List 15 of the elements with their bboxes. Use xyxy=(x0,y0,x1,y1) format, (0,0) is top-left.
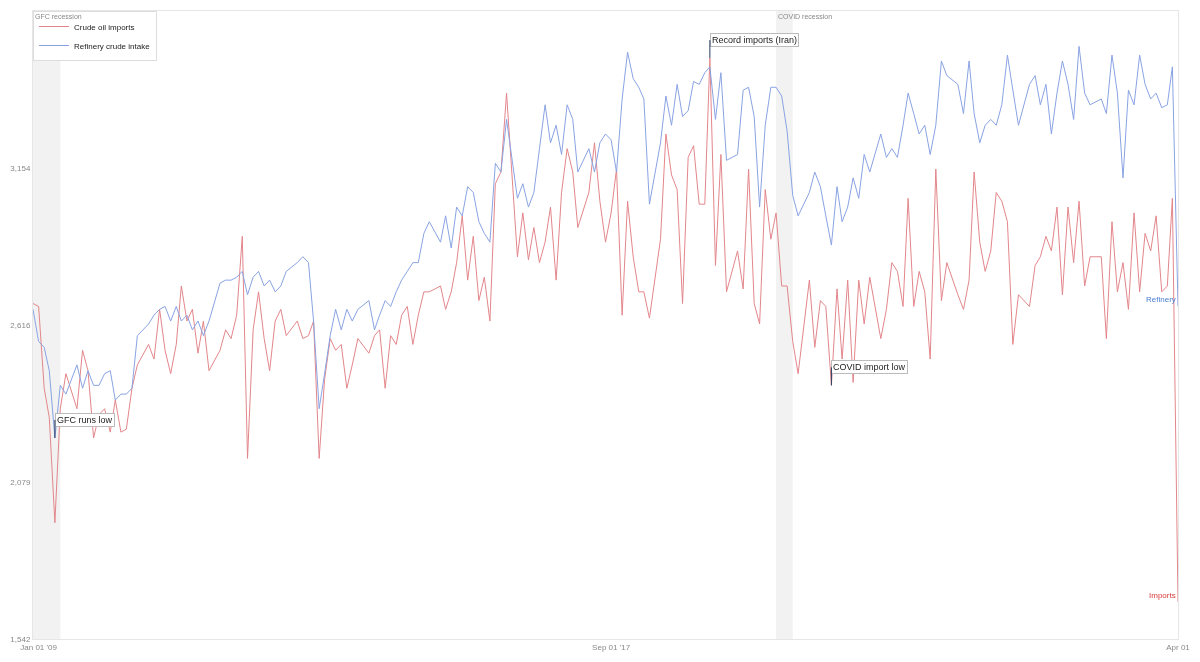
y-tick-label: 3,154 xyxy=(10,163,31,173)
line-series xyxy=(33,57,1178,603)
annotation: GFC runs low xyxy=(57,415,113,425)
annotation: Imports xyxy=(1149,591,1176,600)
x-tick-label: Jan 01 '09 xyxy=(20,642,58,652)
annotation: Refinery xyxy=(1146,295,1176,304)
y-tick-label: 1,542 xyxy=(10,634,31,644)
y-tick-label: 2,616 xyxy=(10,320,31,330)
annotation: Record imports (Iran) xyxy=(712,35,798,45)
legend-label: Refinery crude intake xyxy=(74,41,151,51)
y-tick-label: 2,079 xyxy=(10,477,31,487)
annotation: COVID import low xyxy=(833,362,906,372)
x-tick-label: Sep 01 '17 xyxy=(592,642,631,652)
legend-label: Crude oil imports xyxy=(74,22,135,32)
x-tick-label: Apr 01 xyxy=(1166,642,1191,652)
